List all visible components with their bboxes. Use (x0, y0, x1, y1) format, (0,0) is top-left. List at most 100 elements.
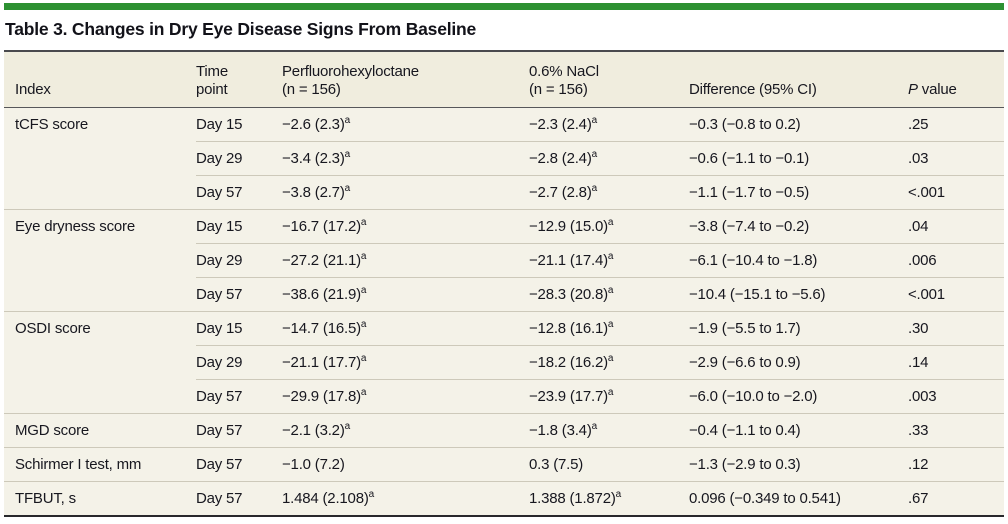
table-row: tCFS score Day 15 −2.6 (2.3)a −2.3 (2.4)… (4, 107, 1004, 141)
time-point-cell: Day 57 (196, 412, 282, 447)
time-point-cell: Day 29 (196, 242, 282, 277)
difference-cell: −6.0 (−10.0 to −2.0) (689, 378, 908, 413)
index-cell: Schirmer I test, mm (4, 446, 196, 481)
difference-cell: −2.9 (−6.6 to 0.9) (689, 344, 908, 379)
p-value-cell: .003 (908, 378, 1004, 413)
footnote-marker: a (360, 250, 367, 262)
column-header-perfluorohexyloctane: Perfluorohexyloctane (n = 156) (282, 51, 529, 108)
p-value-cell: .04 (908, 208, 1004, 243)
column-header-difference: Difference (95% CI) (689, 51, 908, 108)
table-row: Eye dryness score Day 15 −16.7 (17.2)a −… (4, 208, 1004, 311)
p-value-cell: .30 (908, 310, 1004, 345)
drug-value-cell: −2.6 (2.3)a (282, 107, 529, 141)
table-row: OSDI score Day 15 −14.7 (16.5)a −12.8 (1… (4, 310, 1004, 413)
column-header-nacl-line2: (n = 156) (529, 80, 588, 98)
column-header-time-point: Time point (196, 51, 282, 108)
column-header-difference-label: Difference (95% CI) (689, 80, 817, 98)
nacl-value-cell: −2.7 (2.8)a (529, 174, 689, 209)
drug-value: −29.9 (17.8) (282, 387, 361, 405)
footnote-marker: a (591, 114, 598, 126)
drug-value: −14.7 (16.5) (282, 319, 361, 337)
footnote-marker: a (607, 318, 614, 330)
drug-value: −21.1 (17.7) (282, 353, 361, 371)
drug-value-cell: −1.0 (7.2) (282, 446, 529, 481)
column-header-time-line2: point (196, 80, 228, 98)
footnote-marker: a (344, 114, 351, 126)
nacl-value-cell: 1.388 (1.872)a (529, 480, 689, 516)
nacl-value: −1.8 (3.4) (529, 421, 592, 439)
index-cell: Eye dryness score (4, 208, 196, 311)
drug-value-cell: −16.7 (17.2)a (282, 208, 529, 243)
drug-value: −2.1 (3.2) (282, 421, 345, 439)
difference-cell: −0.3 (−0.8 to 0.2) (689, 115, 801, 133)
difference-cell: 0.096 (−0.349 to 0.541) (689, 480, 908, 516)
time-point-cell: Day 15 (196, 310, 282, 345)
index-cell: TFBUT, s (4, 480, 196, 516)
difference-cell: −1.1 (−1.7 to −0.5) (689, 174, 908, 209)
column-header-drug-line1: Perfluorohexyloctane (282, 62, 419, 80)
footnote-marker: a (591, 420, 598, 432)
nacl-value-cell: −2.8 (2.4)a (529, 140, 689, 175)
drug-value-cell: −29.9 (17.8)a (282, 378, 529, 413)
nacl-value: −21.1 (17.4) (529, 251, 608, 269)
footnote-marker: a (344, 420, 351, 432)
difference-cell: −1.3 (−2.9 to 0.3) (689, 446, 908, 481)
nacl-value-cell: −28.3 (20.8)a (529, 276, 689, 311)
nacl-value: −2.3 (2.4) (529, 115, 592, 133)
table-row: TFBUT, s Day 57 1.484 (2.108)a 1.388 (1.… (4, 480, 1004, 516)
drug-value: −1.0 (7.2) (282, 455, 345, 473)
p-value-cell: .03 (908, 140, 1004, 175)
drug-value-cell: −2.1 (3.2)a (282, 412, 529, 447)
footnote-marker: a (615, 488, 622, 500)
footnote-marker: a (360, 386, 367, 398)
p-value-cell: <.001 (908, 276, 1004, 311)
footnote-marker: a (344, 148, 351, 160)
footnote-marker: a (360, 318, 367, 330)
dry-eye-signs-table: Index Time point Perfluorohexyloctane (n… (4, 50, 1004, 517)
table-row: Day 29 −21.1 (17.7)a −18.2 (16.2)a −2.9 … (4, 344, 1004, 379)
table-row: Day 57 −38.6 (21.9)a −28.3 (20.8)a −10.4… (4, 276, 1004, 311)
table-row: MGD score Day 57 −2.1 (3.2)a −1.8 (3.4)a… (4, 412, 1004, 447)
nacl-value-cell: −23.9 (17.7)a (529, 378, 689, 413)
table-body: tCFS score Day 15 −2.6 (2.3)a −2.3 (2.4)… (4, 107, 1004, 516)
column-header-time-line1: Time (196, 62, 228, 80)
column-header-p-value-label: P value (908, 81, 998, 99)
footnote-marker: a (344, 182, 351, 194)
footnote-marker: a (607, 386, 614, 398)
drug-value: −2.6 (2.3) (282, 115, 345, 133)
footnote-marker: a (360, 352, 367, 364)
difference-cell: −0.6 (−1.1 to −0.1) (689, 140, 908, 175)
p-value-rest: value (917, 80, 957, 98)
p-value-cell: .67 (908, 480, 1004, 516)
time-point-cell: Day 29 (196, 344, 282, 379)
time-point-cell: Day 57 (196, 378, 282, 413)
difference-cell: −0.4 (−1.1 to 0.4) (689, 412, 908, 447)
nacl-value-cell: −1.8 (3.4)a (529, 412, 689, 447)
footnote-marker: a (607, 352, 614, 364)
table-row: Day 57 −29.9 (17.8)a −23.9 (17.7)a −6.0 … (4, 378, 1004, 413)
nacl-value: −2.8 (2.4) (529, 149, 592, 167)
column-header-p-value: P value (908, 51, 1004, 108)
index-cell: OSDI score (4, 310, 196, 413)
drug-value: −38.6 (21.9) (282, 285, 361, 303)
difference-cell: −6.1 (−10.4 to −1.8) (689, 242, 908, 277)
drug-value: −3.8 (2.7) (282, 183, 345, 201)
time-point-cell: Day 15 (196, 115, 243, 133)
footnote-marker: a (360, 284, 367, 296)
column-header-index-label: Index (15, 80, 51, 98)
nacl-value: −23.9 (17.7) (529, 387, 608, 405)
footnote-marker: a (607, 284, 614, 296)
time-point-cell: Day 57 (196, 276, 282, 311)
column-header-drug-line2: (n = 156) (282, 80, 341, 98)
p-value-cell: .006 (908, 242, 1004, 277)
drug-value-cell: −14.7 (16.5)a (282, 310, 529, 345)
difference-cell: −3.8 (−7.4 to −0.2) (689, 208, 908, 243)
table-title: Table 3. Changes in Dry Eye Disease Sign… (5, 19, 477, 39)
footnote-marker: a (360, 216, 367, 228)
p-value-cell: <.001 (908, 174, 1004, 209)
p-value-cell: .14 (908, 344, 1004, 379)
column-header-nacl-line1: 0.6% NaCl (529, 62, 599, 80)
difference-cell: −10.4 (−15.1 to −5.6) (689, 276, 908, 311)
table-row: Day 29 −3.4 (2.3)a −2.8 (2.4)a −0.6 (−1.… (4, 140, 1004, 175)
